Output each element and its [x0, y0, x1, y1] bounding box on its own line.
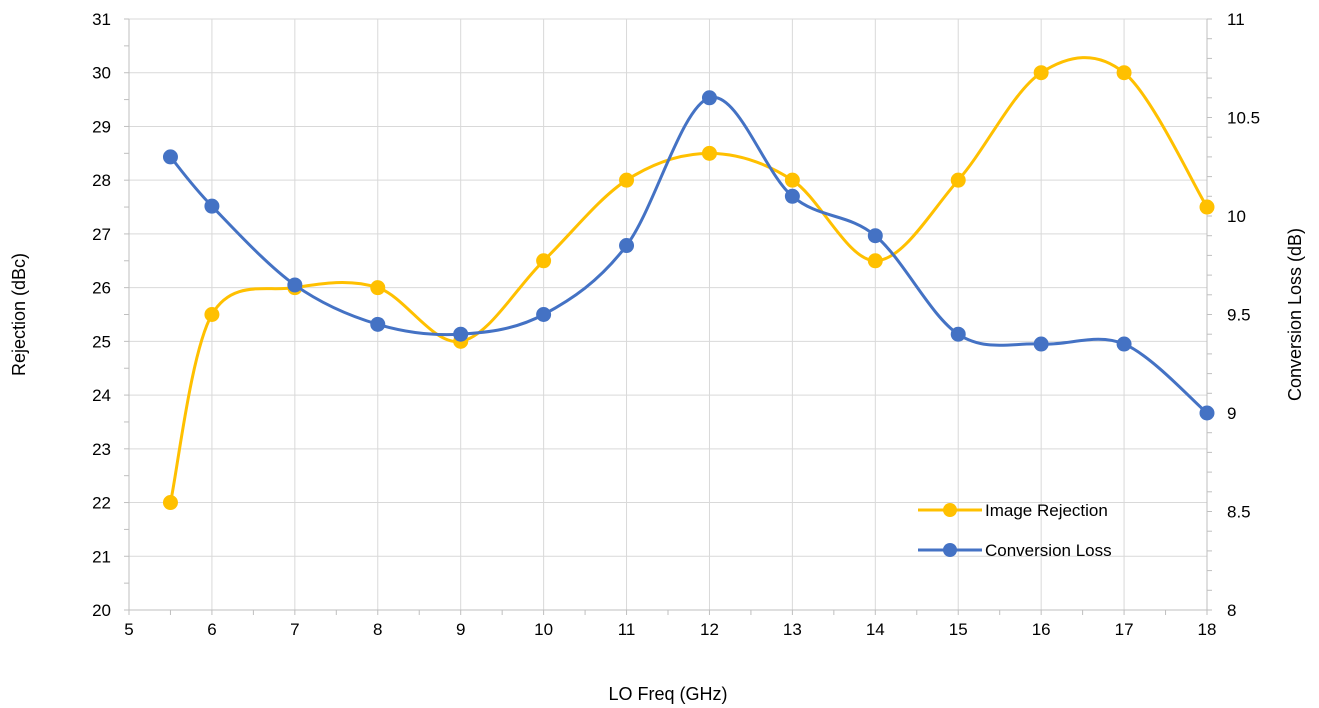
- x-tick-label: 18: [1198, 620, 1217, 639]
- data-point-conversion-loss: [1199, 405, 1215, 421]
- y-tick-label: 25: [92, 332, 111, 351]
- data-point-image-rejection: [204, 307, 220, 322]
- series-line-conversion-loss: [168, 95, 1209, 415]
- data-point-image-rejection: [1116, 65, 1132, 81]
- x-tick-label: 15: [949, 620, 968, 639]
- x-tick-label: 14: [866, 620, 885, 639]
- data-point-conversion-loss: [1033, 336, 1049, 352]
- y-tick-label: 22: [92, 494, 111, 513]
- y2-tick-label: 9.5: [1227, 306, 1251, 325]
- legend-marker-conversion-loss: [943, 543, 957, 557]
- axes: 5 6 7 8 9 10 11 12 13 14 15 16 17 18 20 21 22 23 24 25 26 27 2…: [92, 10, 1260, 639]
- legend-marker-image-rejection: [943, 503, 957, 517]
- data-point-conversion-loss: [950, 326, 966, 342]
- y-tick-label: 23: [92, 440, 111, 459]
- y-axis-title: Rejection (dBc): [9, 253, 29, 376]
- x-tick-label: 8: [373, 620, 382, 639]
- data-point-conversion-loss: [287, 277, 303, 293]
- y2-tick-label: 10.5: [1227, 109, 1260, 128]
- series-layer: [162, 56, 1215, 511]
- y-tick-label: 28: [92, 171, 111, 190]
- data-point-image-rejection: [950, 172, 966, 188]
- series-line-image-rejection: [168, 56, 1209, 505]
- x-tick-label: 16: [1032, 620, 1051, 639]
- data-point-image-rejection: [536, 253, 552, 269]
- y2-tick-label: 8: [1227, 601, 1236, 620]
- y2-axis-title: Conversion Loss (dB): [1285, 228, 1305, 401]
- data-point-image-rejection: [784, 172, 800, 188]
- data-point-conversion-loss: [162, 149, 178, 165]
- data-point-image-rejection: [370, 280, 386, 296]
- grid: [128, 18, 1208, 611]
- legend-label-image-rejection: Image Rejection: [985, 501, 1108, 520]
- y-tick-label: 30: [92, 64, 111, 83]
- series-conversion-loss: [162, 90, 1215, 421]
- y-tick-label: 27: [92, 225, 111, 244]
- series-image-rejection: [162, 56, 1215, 511]
- y2-tick-label: 8.5: [1227, 503, 1251, 522]
- data-point-image-rejection: [701, 145, 717, 161]
- data-point-conversion-loss: [536, 307, 552, 322]
- data-point-image-rejection: [867, 253, 883, 269]
- y-tick-label: 31: [92, 10, 111, 29]
- data-point-conversion-loss: [784, 188, 800, 204]
- x-tick-label: 13: [783, 620, 802, 639]
- data-point-conversion-loss: [867, 228, 883, 244]
- x-tick-label: 10: [534, 620, 553, 639]
- x-tick-label: 17: [1115, 620, 1134, 639]
- legend-label-conversion-loss: Conversion Loss: [985, 541, 1112, 560]
- data-point-conversion-loss: [204, 198, 220, 214]
- x-tick-label: 12: [700, 620, 719, 639]
- data-point-conversion-loss: [619, 238, 635, 254]
- x-tick-label: 11: [618, 620, 636, 639]
- data-point-conversion-loss: [453, 326, 469, 342]
- y-tick-label: 29: [92, 117, 111, 136]
- data-point-conversion-loss: [1116, 336, 1132, 352]
- data-point-conversion-loss: [370, 316, 386, 332]
- x-tick-label: 7: [290, 620, 299, 639]
- x-tick-label: 9: [456, 620, 465, 639]
- y-tick-label: 24: [92, 386, 111, 405]
- data-point-image-rejection: [1033, 65, 1049, 81]
- data-point-image-rejection: [162, 495, 178, 511]
- legend: Image Rejection Conversion Loss: [918, 501, 1112, 560]
- x-tick-label: 6: [207, 620, 216, 639]
- y-tick-label: 21: [92, 547, 111, 566]
- y2-tick-label: 9: [1227, 404, 1236, 423]
- x-axis-title: LO Freq (GHz): [608, 684, 727, 704]
- y-tick-label: 26: [92, 279, 111, 298]
- data-point-image-rejection: [619, 172, 635, 188]
- y2-tick-label: 11: [1227, 10, 1245, 29]
- x-tick-label: 5: [124, 620, 133, 639]
- data-point-conversion-loss: [701, 90, 717, 106]
- data-point-image-rejection: [1199, 199, 1215, 215]
- y2-tick-label: 10: [1227, 207, 1246, 226]
- y-tick-label: 20: [92, 601, 111, 620]
